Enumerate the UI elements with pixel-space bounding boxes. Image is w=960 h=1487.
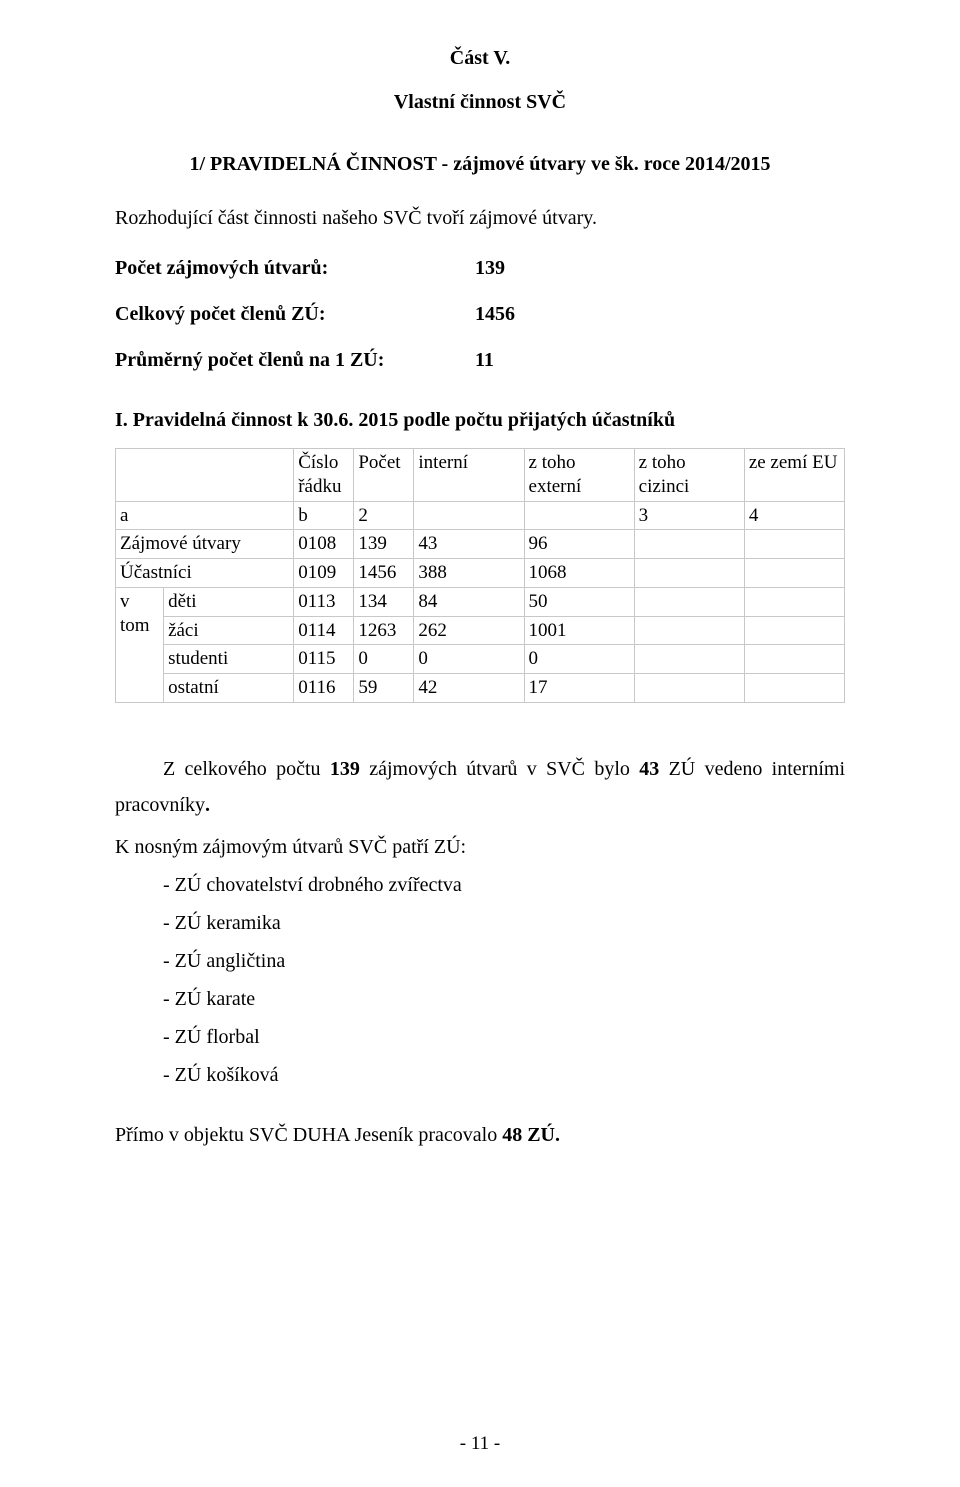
kv-label: Celkový počet členů ZÚ: — [115, 296, 475, 332]
table-row: studenti 0115 0 0 0 — [116, 645, 845, 674]
cell: 1456 — [354, 559, 414, 588]
cell — [744, 645, 844, 674]
cell: 1068 — [524, 559, 634, 588]
cell — [744, 616, 844, 645]
table-header-row: Číslo řádku Počet interní z toho externí… — [116, 449, 845, 502]
bold-text: 48 ZÚ. — [502, 1124, 560, 1146]
cell: 1263 — [354, 616, 414, 645]
axis-a: a — [116, 501, 294, 530]
kv-value: 1456 — [475, 296, 515, 332]
cell: 59 — [354, 674, 414, 703]
cell: 0116 — [294, 674, 354, 703]
cell — [634, 587, 744, 616]
list-lead: K nosným zájmovým útvarů SVČ patří ZÚ: — [115, 829, 845, 865]
col-cislo: Číslo řádku — [294, 449, 354, 502]
cell: 134 — [354, 587, 414, 616]
cell — [634, 616, 744, 645]
cell — [634, 559, 744, 588]
heading-1: 1/ PRAVIDELNÁ ČINNOST - zájmové útvary v… — [115, 146, 845, 182]
kv-row: Počet zájmových útvarů: 139 — [115, 250, 845, 286]
cell — [634, 645, 744, 674]
table-row: v tom děti 0113 134 84 50 — [116, 587, 845, 616]
table-row: Zájmové útvary 0108 139 43 96 — [116, 530, 845, 559]
part-subtitle: Vlastní činnost SVČ — [115, 84, 845, 120]
text: Přímo v objektu SVČ DUHA Jeseník pracova… — [115, 1124, 502, 1146]
col-interni: interní — [414, 449, 524, 502]
cell: 43 — [414, 530, 524, 559]
cell: 17 — [524, 674, 634, 703]
axis-b: b — [294, 501, 354, 530]
axis-4: 4 — [744, 501, 844, 530]
list-item: ZÚ florbal — [115, 1019, 845, 1055]
bold-dot: . — [205, 794, 210, 816]
col-ztoho-ext: z toho externí — [524, 449, 634, 502]
row-label: děti — [164, 587, 294, 616]
kv-value: 11 — [475, 342, 494, 378]
row-label: Zájmové útvary — [116, 530, 294, 559]
cell: 0115 — [294, 645, 354, 674]
cell: 42 — [414, 674, 524, 703]
cell: 0109 — [294, 559, 354, 588]
text: Z celkového počtu — [163, 758, 330, 780]
cell: 388 — [414, 559, 524, 588]
cell: 0113 — [294, 587, 354, 616]
cell: 84 — [414, 587, 524, 616]
cell: 1001 — [524, 616, 634, 645]
list-item: ZÚ košíková — [115, 1057, 845, 1093]
col-ztoho-ciz: z toho cizinci — [634, 449, 744, 502]
row-label: studenti — [164, 645, 294, 674]
cell — [744, 530, 844, 559]
kv-value: 139 — [475, 250, 505, 286]
bold-number: 139 — [330, 758, 360, 780]
vtom-label: v tom — [116, 587, 164, 702]
closing-paragraph: Přímo v objektu SVČ DUHA Jeseník pracova… — [115, 1117, 845, 1153]
bullet-list: ZÚ chovatelství drobného zvířectva ZÚ ke… — [115, 867, 845, 1093]
cell — [744, 674, 844, 703]
list-item: ZÚ chovatelství drobného zvířectva — [115, 867, 845, 903]
cell — [634, 674, 744, 703]
page-number: - 11 - — [0, 1427, 960, 1461]
table-axis-row: a b 2 3 4 — [116, 501, 845, 530]
part-title: Část V. — [115, 40, 845, 76]
cell: 0 — [414, 645, 524, 674]
cell: 262 — [414, 616, 524, 645]
intro-paragraph: Rozhodující část činnosti našeho SVČ tvo… — [115, 200, 845, 236]
list-item: ZÚ angličtina — [115, 943, 845, 979]
cell: 0 — [524, 645, 634, 674]
page: Část V. Vlastní činnost SVČ 1/ PRAVIDELN… — [0, 0, 960, 1487]
cell — [744, 559, 844, 588]
cell: 50 — [524, 587, 634, 616]
data-table: Číslo řádku Počet interní z toho externí… — [115, 448, 845, 703]
bold-number: 43 — [639, 758, 659, 780]
row-label: Účastníci — [116, 559, 294, 588]
table-row: žáci 0114 1263 262 1001 — [116, 616, 845, 645]
kv-label: Průměrný počet členů na 1 ZÚ: — [115, 342, 475, 378]
cell: 139 — [354, 530, 414, 559]
cell: 96 — [524, 530, 634, 559]
row-label: žáci — [164, 616, 294, 645]
axis-3: 3 — [634, 501, 744, 530]
col-zemi-eu: ze zemí EU — [744, 449, 844, 502]
table-row: ostatní 0116 59 42 17 — [116, 674, 845, 703]
table-row: Účastníci 0109 1456 388 1068 — [116, 559, 845, 588]
cell: 0108 — [294, 530, 354, 559]
cell — [634, 530, 744, 559]
text: zájmových útvarů v SVČ bylo — [360, 758, 639, 780]
col-pocet: Počet — [354, 449, 414, 502]
list-item: ZÚ karate — [115, 981, 845, 1017]
kv-label: Počet zájmových útvarů: — [115, 250, 475, 286]
kv-row: Průměrný počet členů na 1 ZÚ: 11 — [115, 342, 845, 378]
summary-paragraph: Z celkového počtu 139 zájmových útvarů v… — [115, 751, 845, 823]
cell: 0114 — [294, 616, 354, 645]
cell: 0 — [354, 645, 414, 674]
row-label: ostatní — [164, 674, 294, 703]
axis-2: 2 — [354, 501, 414, 530]
table-caption: I. Pravidelná činnost k 30.6. 2015 podle… — [115, 402, 845, 438]
cell — [744, 587, 844, 616]
kv-row: Celkový počet členů ZÚ: 1456 — [115, 296, 845, 332]
list-item: ZÚ keramika — [115, 905, 845, 941]
